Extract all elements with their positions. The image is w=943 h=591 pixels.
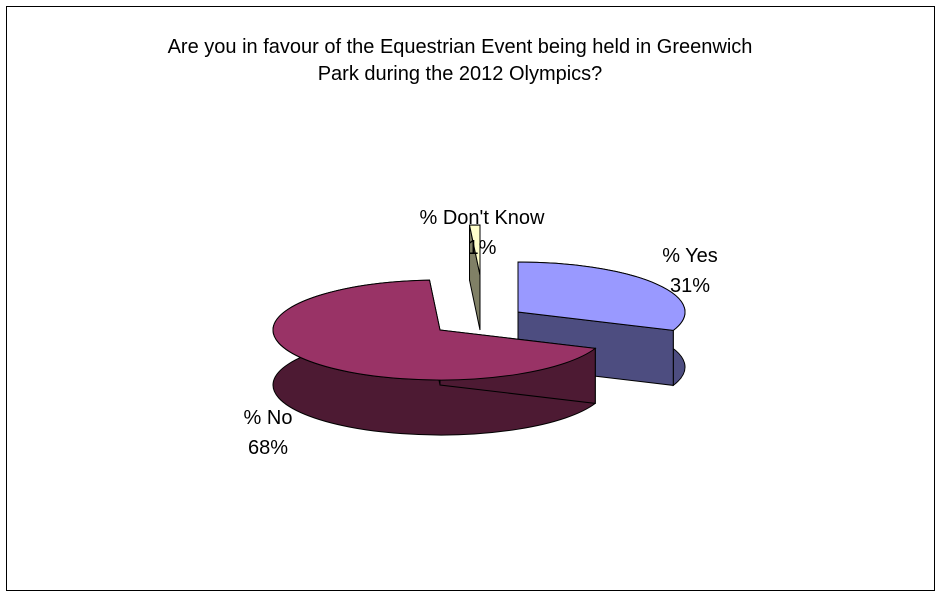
pie-labels: % Yes 31% % No 68% % Don't Know 1% xyxy=(244,207,718,459)
pie-tops xyxy=(272,224,686,381)
data-label-yes-category: % Yes xyxy=(662,245,718,267)
pie-slice-no xyxy=(272,279,597,381)
chart-title-line-1: Are you in favour of the Equestrian Even… xyxy=(167,36,753,58)
data-label-don-t-know-value: 1% xyxy=(468,237,497,259)
data-label-no-category: % No xyxy=(244,407,293,429)
chart-area xyxy=(6,6,935,591)
pie-slice-yes xyxy=(517,261,686,331)
data-label-yes-value: 31% xyxy=(670,275,710,297)
pie-slice-don-t-know xyxy=(468,224,481,276)
chart-title-line-2: Park during the 2012 Olympics? xyxy=(317,63,603,85)
data-label-don-t-know-category: % Don't Know xyxy=(420,207,546,229)
data-label-no-value: 68% xyxy=(248,437,288,459)
chart-title: Are you in favour of the Equestrian Even… xyxy=(60,34,860,88)
